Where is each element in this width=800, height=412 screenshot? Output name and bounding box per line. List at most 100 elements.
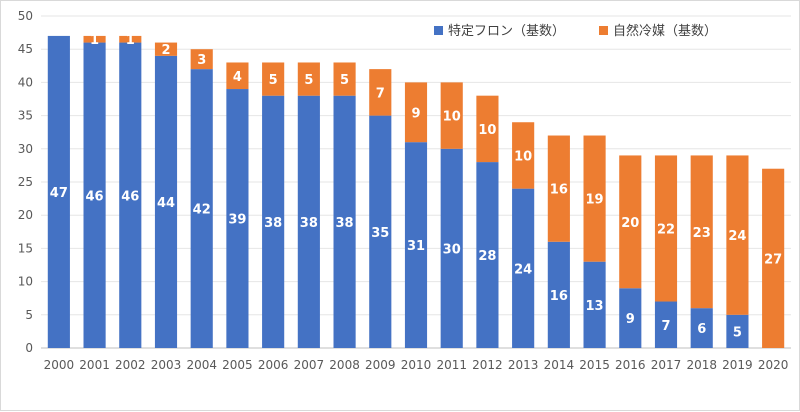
- bar-tokutei-freon-2003: [154, 55, 178, 349]
- x-tick-label: 2016: [615, 358, 646, 372]
- data-label: 19: [586, 193, 604, 208]
- data-labels: 47 46146144242339438538538535731930102810…: [50, 33, 782, 340]
- data-label: 5: [733, 325, 742, 340]
- bar-tokutei-freon-2007: [297, 95, 320, 349]
- y-tick-label: 40: [18, 75, 33, 89]
- data-label: 10: [443, 110, 461, 125]
- bar-tokutei-freon-2001: [83, 42, 106, 349]
- bar-natural-refrigerant-2017: [654, 155, 678, 302]
- bar-natural-refrigerant-2004: [190, 49, 213, 70]
- bar-natural-refrigerant-2010: [404, 82, 428, 143]
- x-tick-label: 2010: [401, 358, 432, 372]
- x-tick-label: 2014: [544, 358, 575, 372]
- data-label: 23: [693, 226, 711, 241]
- x-tick-label: 2005: [222, 358, 253, 372]
- bar-tokutei-freon-2004: [190, 69, 213, 349]
- bar-natural-refrigerant-2013: [512, 122, 535, 189]
- data-label: 44: [157, 196, 175, 211]
- data-label: 42: [193, 203, 211, 218]
- y-axis: 0 5 10 15 20 25 30 35 40 45 50: [18, 9, 33, 355]
- x-tick-label: 2007: [294, 358, 325, 372]
- y-tick-label: 15: [18, 241, 33, 255]
- bar-tokutei-freon-2016: [619, 288, 642, 348]
- x-tick-label: 2004: [186, 358, 217, 372]
- bar-tokutei-freon-2009: [369, 115, 392, 348]
- bar-tokutei-freon-2018: [690, 308, 713, 348]
- bar-natural-refrigerant-2007: [297, 62, 320, 96]
- data-label: 10: [514, 149, 532, 164]
- data-label: 38: [264, 216, 282, 231]
- y-tick-label: 5: [25, 308, 33, 322]
- data-label: 1: [90, 33, 99, 48]
- x-tick-label: 2002: [115, 358, 146, 372]
- data-label: 5: [304, 73, 313, 88]
- x-tick-label: 2012: [472, 358, 503, 372]
- bar-tokutei-freon-2017: [654, 301, 678, 348]
- data-label: 2: [161, 43, 170, 58]
- bar-natural-refrigerant-2019: [726, 155, 749, 315]
- legend: 特定フロン（基数） 自然冷媒（基数）: [434, 23, 717, 39]
- data-label: 46: [86, 189, 104, 204]
- bar-natural-refrigerant-2012: [476, 95, 499, 163]
- bar-tokutei-freon-2011: [440, 148, 463, 348]
- data-label: 35: [371, 226, 389, 241]
- data-label: 28: [478, 249, 496, 264]
- data-label: 10: [478, 123, 496, 138]
- bar-natural-refrigerant-2014: [547, 135, 570, 242]
- x-axis: 2000 2001 2002 2003 2004 2005 2006 2007 2008 2009…: [44, 358, 789, 372]
- x-tick-label: 2015: [579, 358, 610, 372]
- bar-natural-refrigerant-2020: [762, 168, 785, 348]
- bar-tokutei-freon-2019: [726, 314, 749, 348]
- data-label: 13: [586, 299, 604, 314]
- y-tick-label: 50: [18, 9, 33, 23]
- x-tick-label: 2009: [365, 358, 396, 372]
- data-label: 47: [50, 186, 68, 201]
- y-tick-label: 10: [18, 275, 33, 289]
- data-label: 5: [340, 73, 349, 88]
- bar-tokutei-freon-2014: [547, 241, 570, 348]
- x-tick-label: 2011: [436, 358, 467, 372]
- bar-tokutei-freon-2000: [47, 35, 70, 349]
- data-label: 38: [336, 216, 354, 231]
- x-tick-label: 2019: [722, 358, 753, 372]
- x-tick-label: 2001: [79, 358, 110, 372]
- data-label: 24: [728, 229, 746, 244]
- data-label: 4: [233, 70, 242, 85]
- data-label: 20: [621, 216, 639, 231]
- legend-swatch-1: [599, 26, 608, 35]
- data-label: 5: [269, 73, 278, 88]
- bar-natural-refrigerant-2016: [619, 155, 642, 289]
- x-tick-label: 2008: [329, 358, 360, 372]
- y-tick-label: 30: [18, 142, 33, 156]
- data-label: 24: [514, 262, 532, 277]
- bar-tokutei-freon-2015: [583, 261, 606, 348]
- legend-label-1: 自然冷媒（基数）: [613, 23, 717, 39]
- bar-natural-refrigerant-2006: [262, 62, 285, 96]
- bar-tokutei-freon-2012: [476, 162, 499, 348]
- x-tick-label: 2000: [44, 358, 75, 372]
- data-label: 16: [550, 183, 568, 198]
- data-label: 38: [300, 216, 318, 231]
- bar-natural-refrigerant-2003: [154, 42, 178, 56]
- data-label: 46: [121, 189, 139, 204]
- bar-tokutei-freon-2013: [512, 188, 535, 348]
- bar-natural-refrigerant-2015: [583, 135, 606, 262]
- bar-tokutei-freon-2010: [404, 142, 428, 348]
- bar-tokutei-freon-2008: [333, 95, 356, 349]
- x-tick-label: 2006: [258, 358, 289, 372]
- y-tick-label: 25: [18, 175, 33, 189]
- x-tick-label: 2020: [758, 358, 789, 372]
- data-label: 22: [657, 222, 675, 237]
- data-label: 9: [626, 312, 635, 327]
- y-tick-label: 45: [18, 42, 33, 56]
- x-tick-label: 2013: [508, 358, 539, 372]
- data-label: 6: [697, 322, 706, 337]
- data-label: 31: [407, 239, 425, 254]
- data-label: 3: [197, 53, 206, 68]
- bar-natural-refrigerant-2001: [83, 35, 106, 43]
- bar-tokutei-freon-2002: [119, 42, 142, 349]
- data-label: 1: [126, 33, 135, 48]
- legend-swatch-0: [434, 26, 443, 35]
